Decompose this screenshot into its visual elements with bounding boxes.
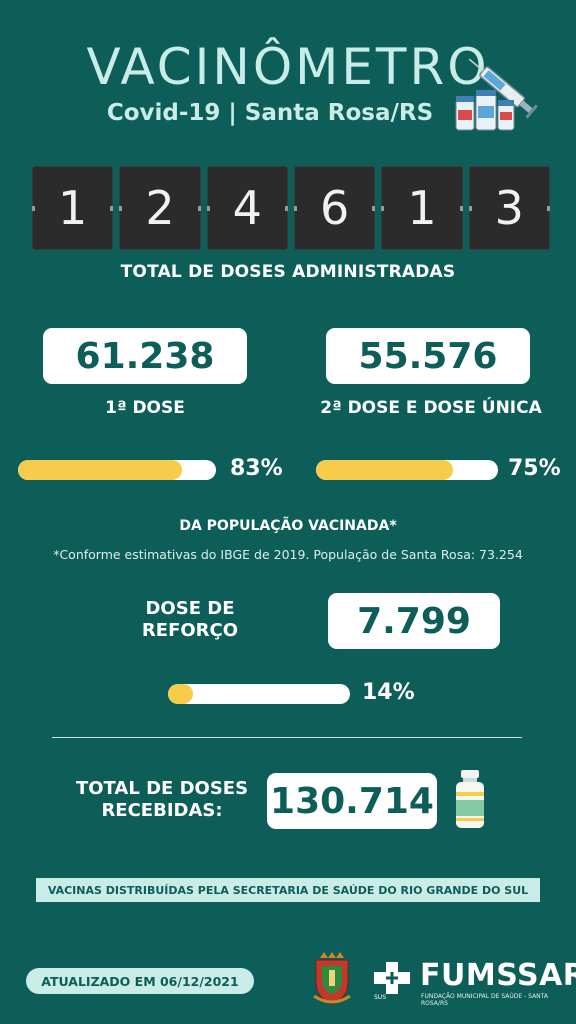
- received-value: 130.714: [267, 773, 437, 829]
- booster-label-line: DOSE DE: [145, 598, 235, 619]
- progress-fill: [18, 460, 183, 480]
- org-name: FUMSSAR: [420, 958, 576, 993]
- counter-digit: 1: [32, 166, 114, 250]
- progress-fill: [168, 684, 194, 704]
- booster-progress-bar: [168, 684, 350, 704]
- sus-label: SUS: [374, 994, 387, 1001]
- updated-badge: ATUALIZADO EM 06/12/2021: [26, 968, 254, 994]
- first-dose-value: 61.238: [43, 328, 247, 384]
- syringe-vials-icon: [455, 58, 538, 131]
- second-dose-percent: 75%: [508, 456, 561, 481]
- counter-digit: 1: [381, 166, 463, 250]
- first-dose-progress-bar: [18, 460, 216, 480]
- first-dose-percent: 83%: [230, 456, 283, 481]
- received-label: TOTAL DE DOSES RECEBIDAS:: [62, 778, 262, 822]
- second-dose-label: 2ª DOSE E DOSE ÚNICA: [320, 398, 542, 418]
- doses-counter: 1 2 4 6 1 3: [32, 166, 551, 250]
- received-label-line: RECEBIDAS:: [101, 800, 223, 821]
- booster-percent: 14%: [362, 680, 415, 705]
- second-dose-progress-bar: [316, 460, 498, 480]
- counter-digit: 6: [293, 166, 376, 250]
- booster-label-line: REFORÇO: [141, 620, 239, 641]
- received-label-line: TOTAL DE DOSES: [75, 778, 249, 799]
- booster-value: 7.799: [328, 593, 500, 649]
- fumssar-cross-icon: [374, 962, 410, 994]
- second-dose-value: 55.576: [326, 328, 530, 384]
- progress-fill: [316, 460, 453, 480]
- population-label: DA POPULAÇÃO VACINADA*: [179, 518, 397, 534]
- page-subtitle: Covid-19 | Santa Rosa/RS: [106, 100, 434, 126]
- first-dose-label: 1ª DOSE: [105, 398, 185, 418]
- vaccine-vial-icon: [456, 770, 484, 828]
- booster-label: DOSE DE REFORÇO: [120, 598, 260, 642]
- counter-digit: 4: [206, 166, 289, 250]
- counter-digit: 3: [468, 166, 551, 250]
- distribution-note: VACINAS DISTRIBUÍDAS PELA SECRETARIA DE …: [36, 878, 540, 902]
- counter-label: TOTAL DE DOSES ADMINISTRADAS: [120, 262, 456, 282]
- population-note: *Conforme estimativas do IBGE de 2019. P…: [53, 547, 523, 562]
- page-title: VACINÔMETRO: [86, 38, 490, 96]
- counter-digit: 2: [119, 166, 201, 250]
- city-crest-icon: [313, 952, 351, 1005]
- org-subtitle: FUNDAÇÃO MUNICIPAL DE SAÚDE - SANTA ROSA…: [421, 993, 548, 1007]
- divider: [52, 737, 522, 738]
